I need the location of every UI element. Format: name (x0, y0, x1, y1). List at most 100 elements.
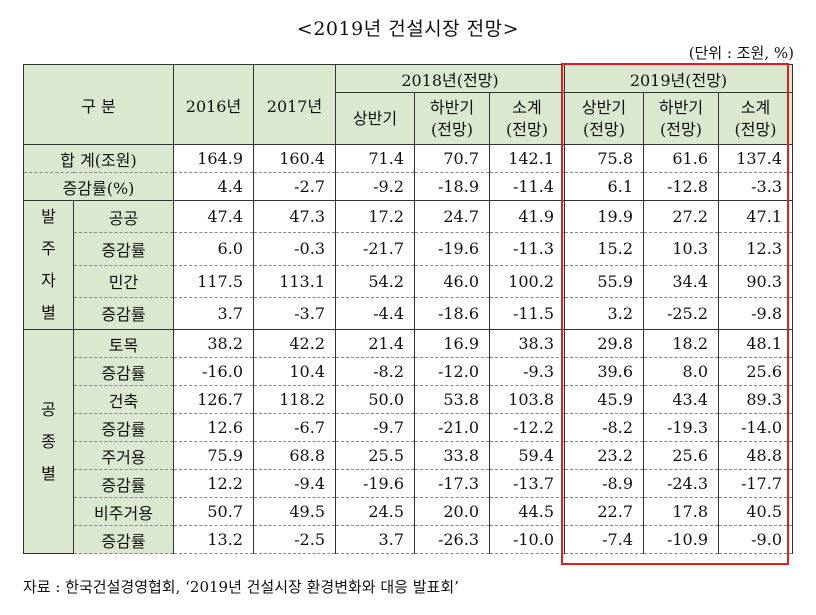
value-cell: 12.6 (173, 413, 254, 442)
header-2018-group: 2018년(전망) (335, 64, 565, 93)
value-cell: 25.6 (643, 441, 719, 470)
value-cell: -4.4 (335, 296, 415, 331)
table-row: 민간 117.5 113.1 54.2 46.0 100.2 55.9 34.4 90.3 (24, 264, 793, 298)
table-row: 건축 126.7 118.2 50.0 53.8 103.8 45.9 43.4 89.3 (24, 385, 793, 414)
group-char: 공 (41, 399, 56, 419)
value-cell: 68.8 (253, 441, 336, 470)
header-2017: 2017년 (253, 64, 336, 145)
value-cell: 45.9 (564, 385, 644, 414)
value-cell: -24.3 (643, 469, 719, 498)
value-cell: 164.9 (173, 144, 254, 173)
table-row: 증감률 12.6 -6.7 -9.7 -21.0 -12.2 -8.2 -19.3 -14.0 (24, 413, 793, 442)
value-cell: 90.3 (718, 264, 793, 298)
value-cell: 70.7 (414, 144, 490, 173)
value-cell: 47.3 (253, 199, 336, 234)
table-row: 증감률(%) 4.4 -2.7 -9.2 -18.9 -11.4 6.1 -12.8 -3.3 (23, 172, 793, 201)
header-category: 구 분 (23, 64, 174, 145)
value-cell: -9.4 (253, 469, 336, 498)
value-cell: -7.4 (564, 525, 644, 554)
value-cell: -3.7 (253, 296, 336, 331)
group-char: 자 (41, 271, 56, 290)
group-char: 발 (41, 207, 56, 226)
value-cell: 55.9 (564, 264, 644, 298)
value-cell: 117.5 (173, 264, 254, 298)
value-cell: 22.7 (564, 497, 644, 526)
value-cell: -10.0 (489, 525, 565, 554)
value-cell: -17.3 (414, 469, 490, 498)
value-cell: 47.4 (173, 199, 254, 234)
header-2019-group: 2019년(전망) (564, 64, 793, 93)
value-cell: -19.3 (643, 413, 719, 442)
table-row: 증감률 12.2 -9.4 -19.6 -17.3 -13.7 -8.9 -24.3 -17.7 (24, 469, 793, 498)
value-cell: -2.7 (253, 172, 336, 201)
value-cell: 38.3 (489, 329, 565, 358)
value-cell: 18.2 (643, 329, 719, 358)
table-row: 합 계(조원) 164.9 160.4 71.4 70.7 142.1 75.8 61.6 13… (23, 144, 793, 173)
value-cell: -12.8 (643, 172, 719, 201)
value-cell: 75.8 (564, 144, 644, 173)
value-cell: 137.4 (718, 144, 793, 173)
value-cell: -25.2 (643, 296, 719, 331)
value-cell: 12.2 (173, 469, 254, 498)
value-cell: 48.8 (718, 441, 793, 470)
value-cell: 21.4 (335, 329, 415, 358)
value-cell: 71.4 (335, 144, 415, 173)
value-cell: 23.2 (564, 441, 644, 470)
value-cell: 15.2 (564, 232, 644, 266)
value-cell: -9.8 (718, 296, 793, 331)
value-cell: 24.5 (335, 497, 415, 526)
value-cell: 40.5 (718, 497, 793, 526)
table-row: 증감률 13.2 -2.5 3.7 -26.3 -10.0 -7.4 -10.9 -9.0 (24, 525, 793, 554)
value-cell: -26.3 (414, 525, 490, 554)
value-cell: 160.4 (253, 144, 336, 173)
value-cell: 33.8 (414, 441, 490, 470)
value-cell: -19.6 (335, 469, 415, 498)
value-cell: -10.9 (643, 525, 719, 554)
value-cell: 39.6 (564, 357, 644, 386)
value-cell: 10.3 (643, 232, 719, 266)
value-cell: 3.7 (173, 296, 254, 331)
value-cell: -8.2 (335, 357, 415, 386)
row-label: 건축 (73, 385, 174, 414)
unit-note: (단위 : 조원, %) (688, 44, 794, 62)
value-cell: 75.9 (173, 441, 254, 470)
value-cell: 4.4 (173, 172, 254, 201)
value-cell: 29.8 (564, 329, 644, 358)
value-cell: 27.2 (643, 199, 719, 234)
value-cell: -8.9 (564, 469, 644, 498)
value-cell: 48.1 (718, 329, 793, 358)
header-2016: 2016년 (173, 64, 254, 145)
value-cell: -9.3 (489, 357, 565, 386)
value-cell: -3.3 (718, 172, 793, 201)
table-row: 증감률 -16.0 10.4 -8.2 -12.0 -9.3 39.6 8.0 25.6 (24, 357, 793, 386)
value-cell: -19.6 (414, 232, 490, 266)
row-label: 증감률 (73, 296, 174, 331)
value-cell: 42.2 (253, 329, 336, 358)
group-char: 별 (41, 463, 56, 483)
value-cell: 118.2 (253, 385, 336, 414)
value-cell: -18.9 (414, 172, 490, 201)
table-row: 증감률 3.7 -3.7 -4.4 -18.6 -11.5 3.2 -25.2 -9.8 (24, 296, 793, 331)
row-label: 증감률 (73, 469, 174, 498)
row-label: 증감률 (73, 357, 174, 386)
value-cell: 16.9 (414, 329, 490, 358)
value-cell: -11.3 (489, 232, 565, 266)
value-cell: 25.6 (718, 357, 793, 386)
value-cell: 13.2 (173, 525, 254, 554)
value-cell: -11.5 (489, 296, 565, 331)
value-cell: 50.0 (335, 385, 415, 414)
value-cell: 61.6 (643, 144, 719, 173)
value-cell: 34.4 (643, 264, 719, 298)
value-cell: -21.0 (414, 413, 490, 442)
row-label: 주거용 (73, 441, 174, 470)
row-label: 합 계(조원) (23, 144, 174, 173)
value-cell: 19.9 (564, 199, 644, 234)
value-cell: -2.5 (253, 525, 336, 554)
value-cell: -0.3 (253, 232, 336, 266)
header-2018-h1: 상반기 (335, 92, 415, 145)
source-note: 자료 : 한국건설경영협회, ‘2019년 건설시장 환경변화와 대응 발표회’ (23, 578, 459, 596)
value-cell: 50.7 (173, 497, 254, 526)
value-cell: 17.8 (643, 497, 719, 526)
value-cell: -17.7 (718, 469, 793, 498)
